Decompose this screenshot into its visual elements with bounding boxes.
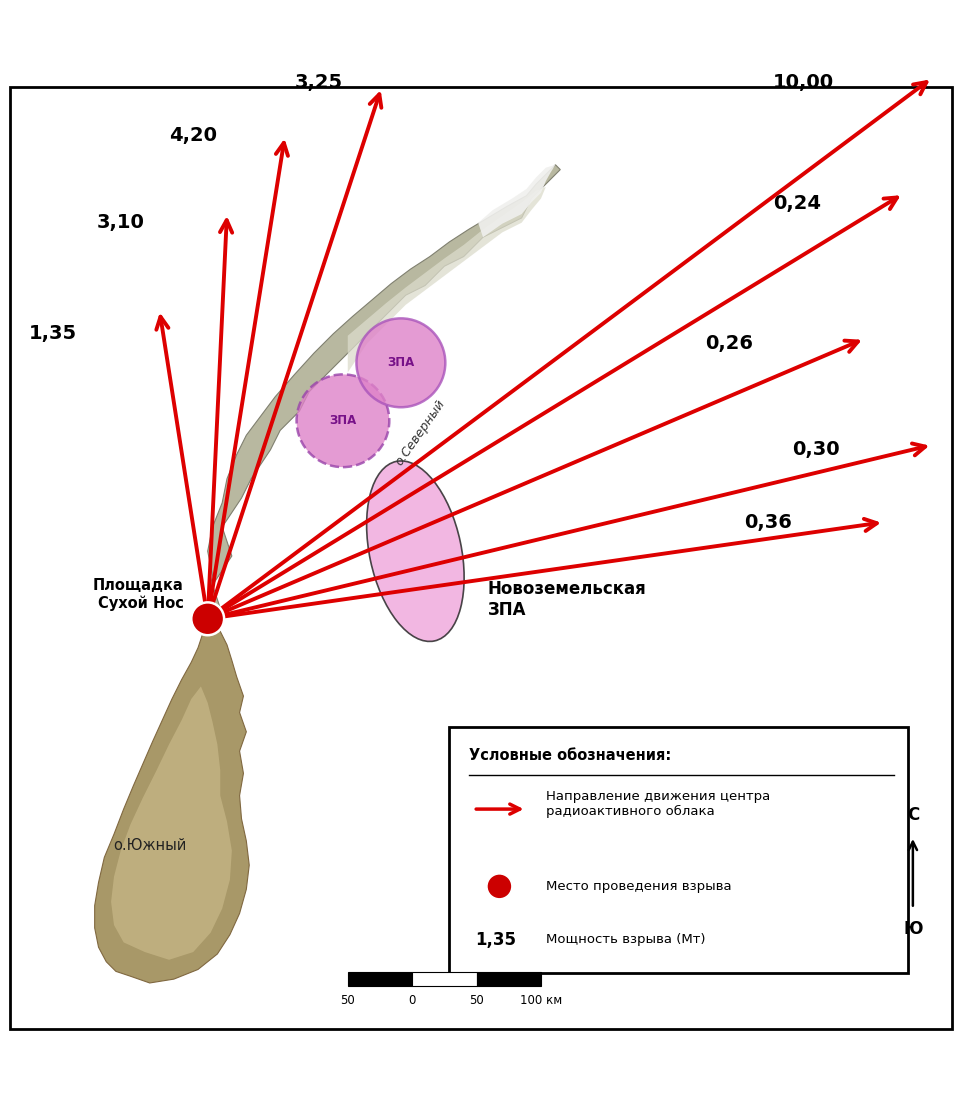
Text: 10,00: 10,00 <box>773 73 834 92</box>
Text: 1,35: 1,35 <box>475 931 516 949</box>
Text: о.Южный: о.Южный <box>113 838 186 853</box>
Circle shape <box>297 375 389 467</box>
Text: Условные обозначения:: Условные обозначения: <box>469 748 670 763</box>
Polygon shape <box>95 622 249 983</box>
Text: Новоземельская
ЗПА: Новоземельская ЗПА <box>488 580 646 619</box>
Bar <box>412 972 476 986</box>
Polygon shape <box>478 165 555 237</box>
Text: ЗПА: ЗПА <box>329 415 356 427</box>
Text: Место проведения взрыва: Место проведения взрыва <box>546 880 731 893</box>
Text: 100 км: 100 км <box>520 994 562 1006</box>
Text: 3,25: 3,25 <box>295 73 343 92</box>
Polygon shape <box>208 165 560 633</box>
Polygon shape <box>111 686 232 960</box>
Text: Ю: Ю <box>903 921 923 939</box>
Bar <box>476 972 541 986</box>
Bar <box>449 727 908 973</box>
Polygon shape <box>348 187 546 373</box>
Text: 4,20: 4,20 <box>169 127 217 146</box>
Text: о.Северный: о.Северный <box>393 397 447 468</box>
Circle shape <box>356 318 445 407</box>
Text: 0: 0 <box>409 994 415 1006</box>
Text: 50: 50 <box>469 994 484 1006</box>
Text: Направление движения центра
радиоактивного облака: Направление движения центра радиоактивно… <box>546 791 770 818</box>
Circle shape <box>487 874 512 898</box>
Text: 1,35: 1,35 <box>29 325 77 344</box>
Text: 50: 50 <box>340 994 355 1006</box>
Text: 0,24: 0,24 <box>773 193 821 212</box>
Bar <box>348 972 412 986</box>
Text: Площадка
Сухой Нос: Площадка Сухой Нос <box>93 578 184 612</box>
Text: Мощность взрыва (Мт): Мощность взрыва (Мт) <box>546 933 705 946</box>
Ellipse shape <box>367 460 464 642</box>
Text: 3,10: 3,10 <box>97 214 145 232</box>
Text: 0,30: 0,30 <box>792 440 839 459</box>
Text: ЗПА: ЗПА <box>387 356 414 369</box>
Text: 0,36: 0,36 <box>744 513 792 532</box>
Text: 0,26: 0,26 <box>705 334 753 353</box>
Circle shape <box>191 603 224 635</box>
Text: С: С <box>907 805 919 824</box>
